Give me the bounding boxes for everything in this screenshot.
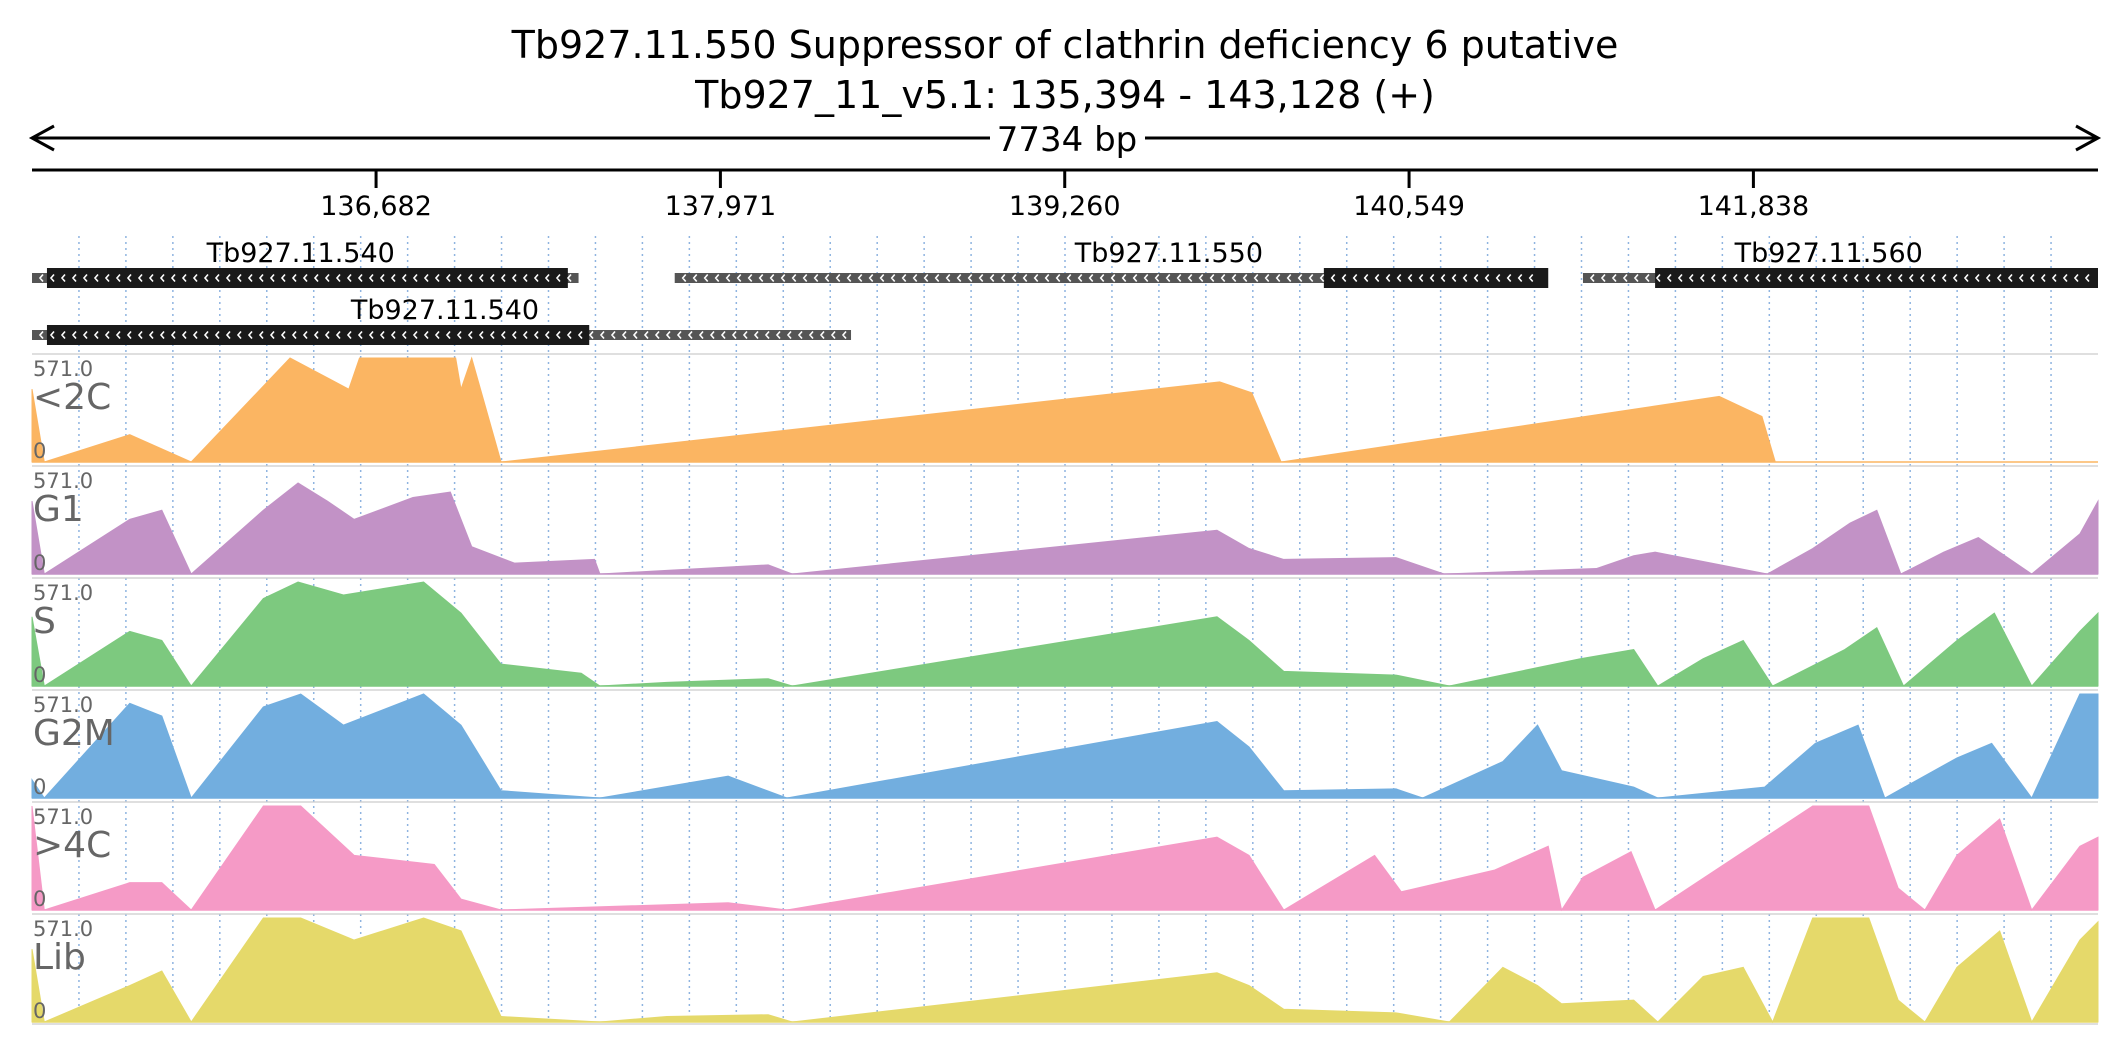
gene-model: Tb927.11.560 bbox=[1582, 238, 2098, 288]
track-name: G1 bbox=[33, 489, 84, 530]
track-name: G2M bbox=[33, 713, 115, 754]
track-zero-label: 0 bbox=[33, 775, 46, 799]
coverage-area bbox=[31, 356, 1776, 463]
track-max-label: 571.0 bbox=[33, 693, 93, 717]
strand-arrows bbox=[38, 330, 847, 340]
track-name: Lib bbox=[33, 937, 86, 978]
coordinate-ticks: 136,682 137,971 139,260 140,549 141,838 bbox=[320, 170, 1809, 222]
span-arrow: 7734 bp bbox=[28, 120, 2102, 160]
track-zero-label: 0 bbox=[33, 551, 46, 575]
strand-arrows bbox=[38, 273, 572, 283]
locus-label: Tb927_11_v5.1: 135,394 - 143,128 (+) bbox=[694, 73, 1435, 117]
gene-label: Tb927.11.540 bbox=[350, 295, 539, 326]
span-arrowhead-right bbox=[2075, 124, 2102, 152]
axis-tick-label: 140,549 bbox=[1353, 191, 1465, 222]
coverage-area bbox=[31, 581, 2099, 687]
track-zero-label: 0 bbox=[33, 999, 46, 1023]
coverage-area bbox=[31, 805, 2099, 912]
gene-models: Tb927.11.540 Tb927.11.550 Tb927.11.560 Tb92… bbox=[32, 238, 2098, 345]
track-zero-label: 0 bbox=[33, 439, 46, 463]
gene-label: Tb927.11.540 bbox=[206, 238, 395, 269]
coverage-track: 571.0 0 G2M bbox=[31, 689, 2099, 800]
track-max-label: 571.0 bbox=[33, 581, 93, 605]
strand-arrows bbox=[681, 273, 1534, 283]
axis-tick-label: 141,838 bbox=[1698, 191, 1810, 222]
span-arrowhead-left bbox=[28, 124, 55, 152]
gene-model: Tb927.11.540 bbox=[32, 238, 579, 288]
gene-utr bbox=[674, 273, 1543, 283]
coverage-track: 571.0 0 S bbox=[31, 577, 2099, 687]
gene-model: Tb927.11.540 bbox=[32, 295, 852, 345]
track-zero-label: 0 bbox=[33, 887, 46, 911]
coverage-track: 571.0 0 <2C bbox=[31, 353, 2098, 463]
gene-label: Tb927.11.550 bbox=[1074, 238, 1263, 269]
coverage-tracks: 571.00<2C571.00G1571.00S571.00G2M571.00>… bbox=[31, 353, 2099, 1025]
track-name: S bbox=[33, 601, 56, 642]
track-zero-label: 0 bbox=[33, 663, 46, 687]
track-max-label: 571.0 bbox=[33, 805, 93, 829]
axis-tick-label: 137,971 bbox=[665, 191, 777, 222]
gene-cds bbox=[46, 325, 590, 345]
coverage-area bbox=[31, 917, 2099, 1024]
coverage-track: 571.0 0 Lib bbox=[31, 913, 2099, 1024]
track-max-label: 571.0 bbox=[33, 917, 93, 941]
axis-tick-label: 136,682 bbox=[320, 191, 432, 222]
figure-title: Tb927.11.550 Suppressor of clathrin defi… bbox=[511, 23, 1619, 67]
coverage-track: 571.0 0 G1 bbox=[31, 465, 2099, 575]
strand-arrows bbox=[1589, 273, 2090, 283]
track-max-label: 571.0 bbox=[33, 469, 93, 493]
track-name: <2C bbox=[33, 377, 111, 418]
span-length-label: 7734 bp bbox=[997, 120, 1138, 160]
track-max-label: 571.0 bbox=[33, 357, 93, 381]
axis-tick-label: 139,260 bbox=[1009, 191, 1121, 222]
gene-cds bbox=[46, 268, 568, 288]
coverage-track: 571.0 0 >4C bbox=[31, 801, 2099, 912]
track-name: >4C bbox=[33, 825, 111, 866]
gene-model: Tb927.11.550 bbox=[674, 238, 1549, 288]
coverage-area bbox=[31, 693, 2099, 800]
gene-cds bbox=[1323, 268, 1549, 288]
gene-label: Tb927.11.560 bbox=[1734, 238, 1923, 269]
coverage-area bbox=[31, 482, 2099, 575]
